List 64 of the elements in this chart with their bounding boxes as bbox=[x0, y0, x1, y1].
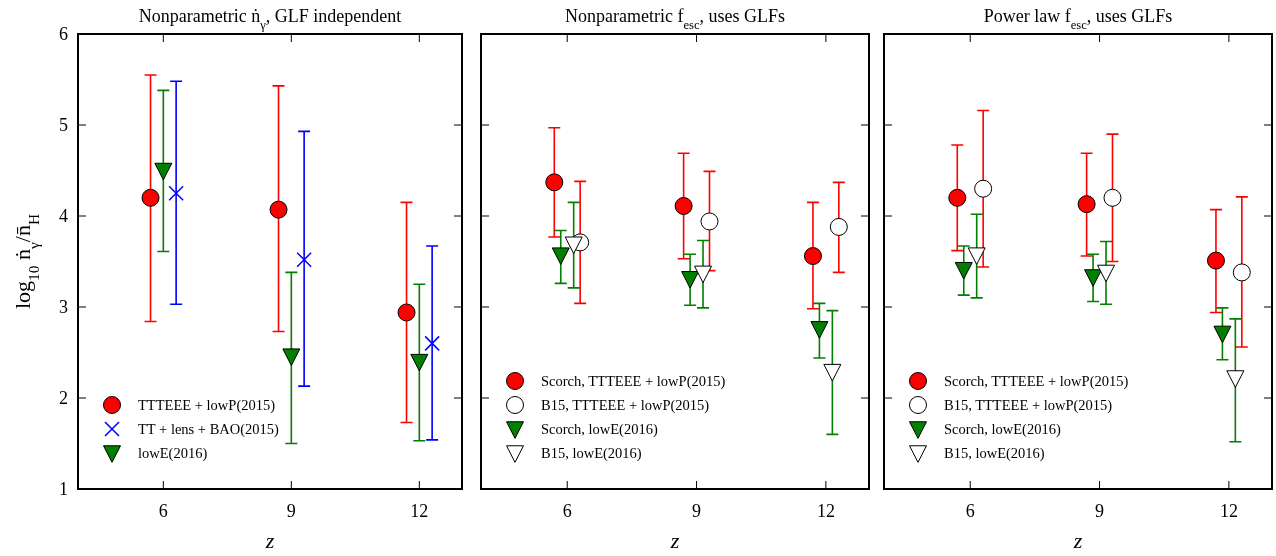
legend-label: B15, lowE(2016) bbox=[944, 445, 1045, 462]
point bbox=[974, 179, 993, 198]
x-tick-label: 6 bbox=[158, 501, 168, 521]
legend-label: Scorch, TTTEEE + lowP(2015) bbox=[944, 373, 1129, 390]
legend-label: lowE(2016) bbox=[138, 445, 208, 462]
y-tick-label: 3 bbox=[59, 297, 68, 317]
legend-label: Scorch, TTTEEE + lowP(2015) bbox=[541, 373, 726, 390]
x-tick-label: 12 bbox=[410, 501, 429, 521]
point bbox=[810, 321, 829, 339]
x-tick-label: 9 bbox=[1095, 501, 1105, 521]
point bbox=[1097, 264, 1116, 283]
point bbox=[948, 188, 967, 207]
x-tick-label: 6 bbox=[562, 501, 572, 521]
point bbox=[282, 348, 301, 366]
point bbox=[296, 251, 312, 268]
point bbox=[700, 212, 719, 231]
chart-title: Nonparametric ṅ$_{γ}$, GLF independent bbox=[138, 6, 402, 32]
x-tick-label: 6 bbox=[965, 501, 975, 521]
point bbox=[829, 217, 848, 236]
x-tick-label: 9 bbox=[692, 501, 702, 521]
point bbox=[1084, 269, 1103, 287]
x-axis-title: z bbox=[264, 528, 275, 553]
point bbox=[269, 200, 288, 219]
legend-label: B15, TTTEEE + lowP(2015) bbox=[944, 397, 1113, 414]
legend-label: B15, TTTEEE + lowP(2015) bbox=[541, 397, 710, 414]
point bbox=[564, 236, 583, 255]
x-tick-label: 12 bbox=[1219, 501, 1238, 521]
x-axis-title: z bbox=[1072, 528, 1083, 553]
point bbox=[1213, 325, 1232, 344]
point bbox=[681, 271, 700, 289]
point bbox=[168, 185, 184, 201]
x-axis-title: z bbox=[669, 528, 680, 553]
point bbox=[1232, 263, 1251, 282]
x-tick-label: 9 bbox=[286, 501, 296, 521]
point bbox=[1226, 370, 1245, 388]
point bbox=[410, 353, 429, 372]
point bbox=[141, 188, 160, 207]
point bbox=[1206, 251, 1225, 270]
point bbox=[397, 303, 416, 322]
point bbox=[154, 162, 173, 181]
point bbox=[967, 247, 986, 265]
point bbox=[694, 265, 713, 284]
legend-label: TT + lens + BAO(2015) bbox=[138, 421, 280, 438]
chart-title: Power law f$_{esc}$, uses GLFs bbox=[983, 6, 1173, 32]
point bbox=[823, 363, 842, 382]
point bbox=[551, 247, 570, 265]
point bbox=[1077, 195, 1096, 214]
point bbox=[674, 196, 693, 215]
y-tick-label: 6 bbox=[59, 24, 68, 44]
point bbox=[545, 173, 564, 192]
point bbox=[424, 335, 440, 352]
point bbox=[1103, 188, 1122, 207]
y-tick-label: 4 bbox=[59, 206, 68, 226]
y-tick-label: 1 bbox=[59, 479, 68, 499]
legend-label: Scorch, lowE(2016) bbox=[944, 421, 1061, 438]
legend-label: TTTEEE + lowP(2015) bbox=[138, 397, 276, 414]
point bbox=[803, 247, 822, 266]
chart-title: Nonparametric f$_{esc}$, uses GLFs bbox=[564, 6, 786, 32]
y-tick-label: 5 bbox=[59, 115, 68, 135]
point bbox=[954, 261, 973, 280]
legend-label: B15, lowE(2016) bbox=[541, 445, 642, 462]
x-tick-label: 12 bbox=[816, 501, 835, 521]
y-tick-label: 2 bbox=[59, 388, 68, 408]
legend-label: Scorch, lowE(2016) bbox=[541, 421, 658, 438]
